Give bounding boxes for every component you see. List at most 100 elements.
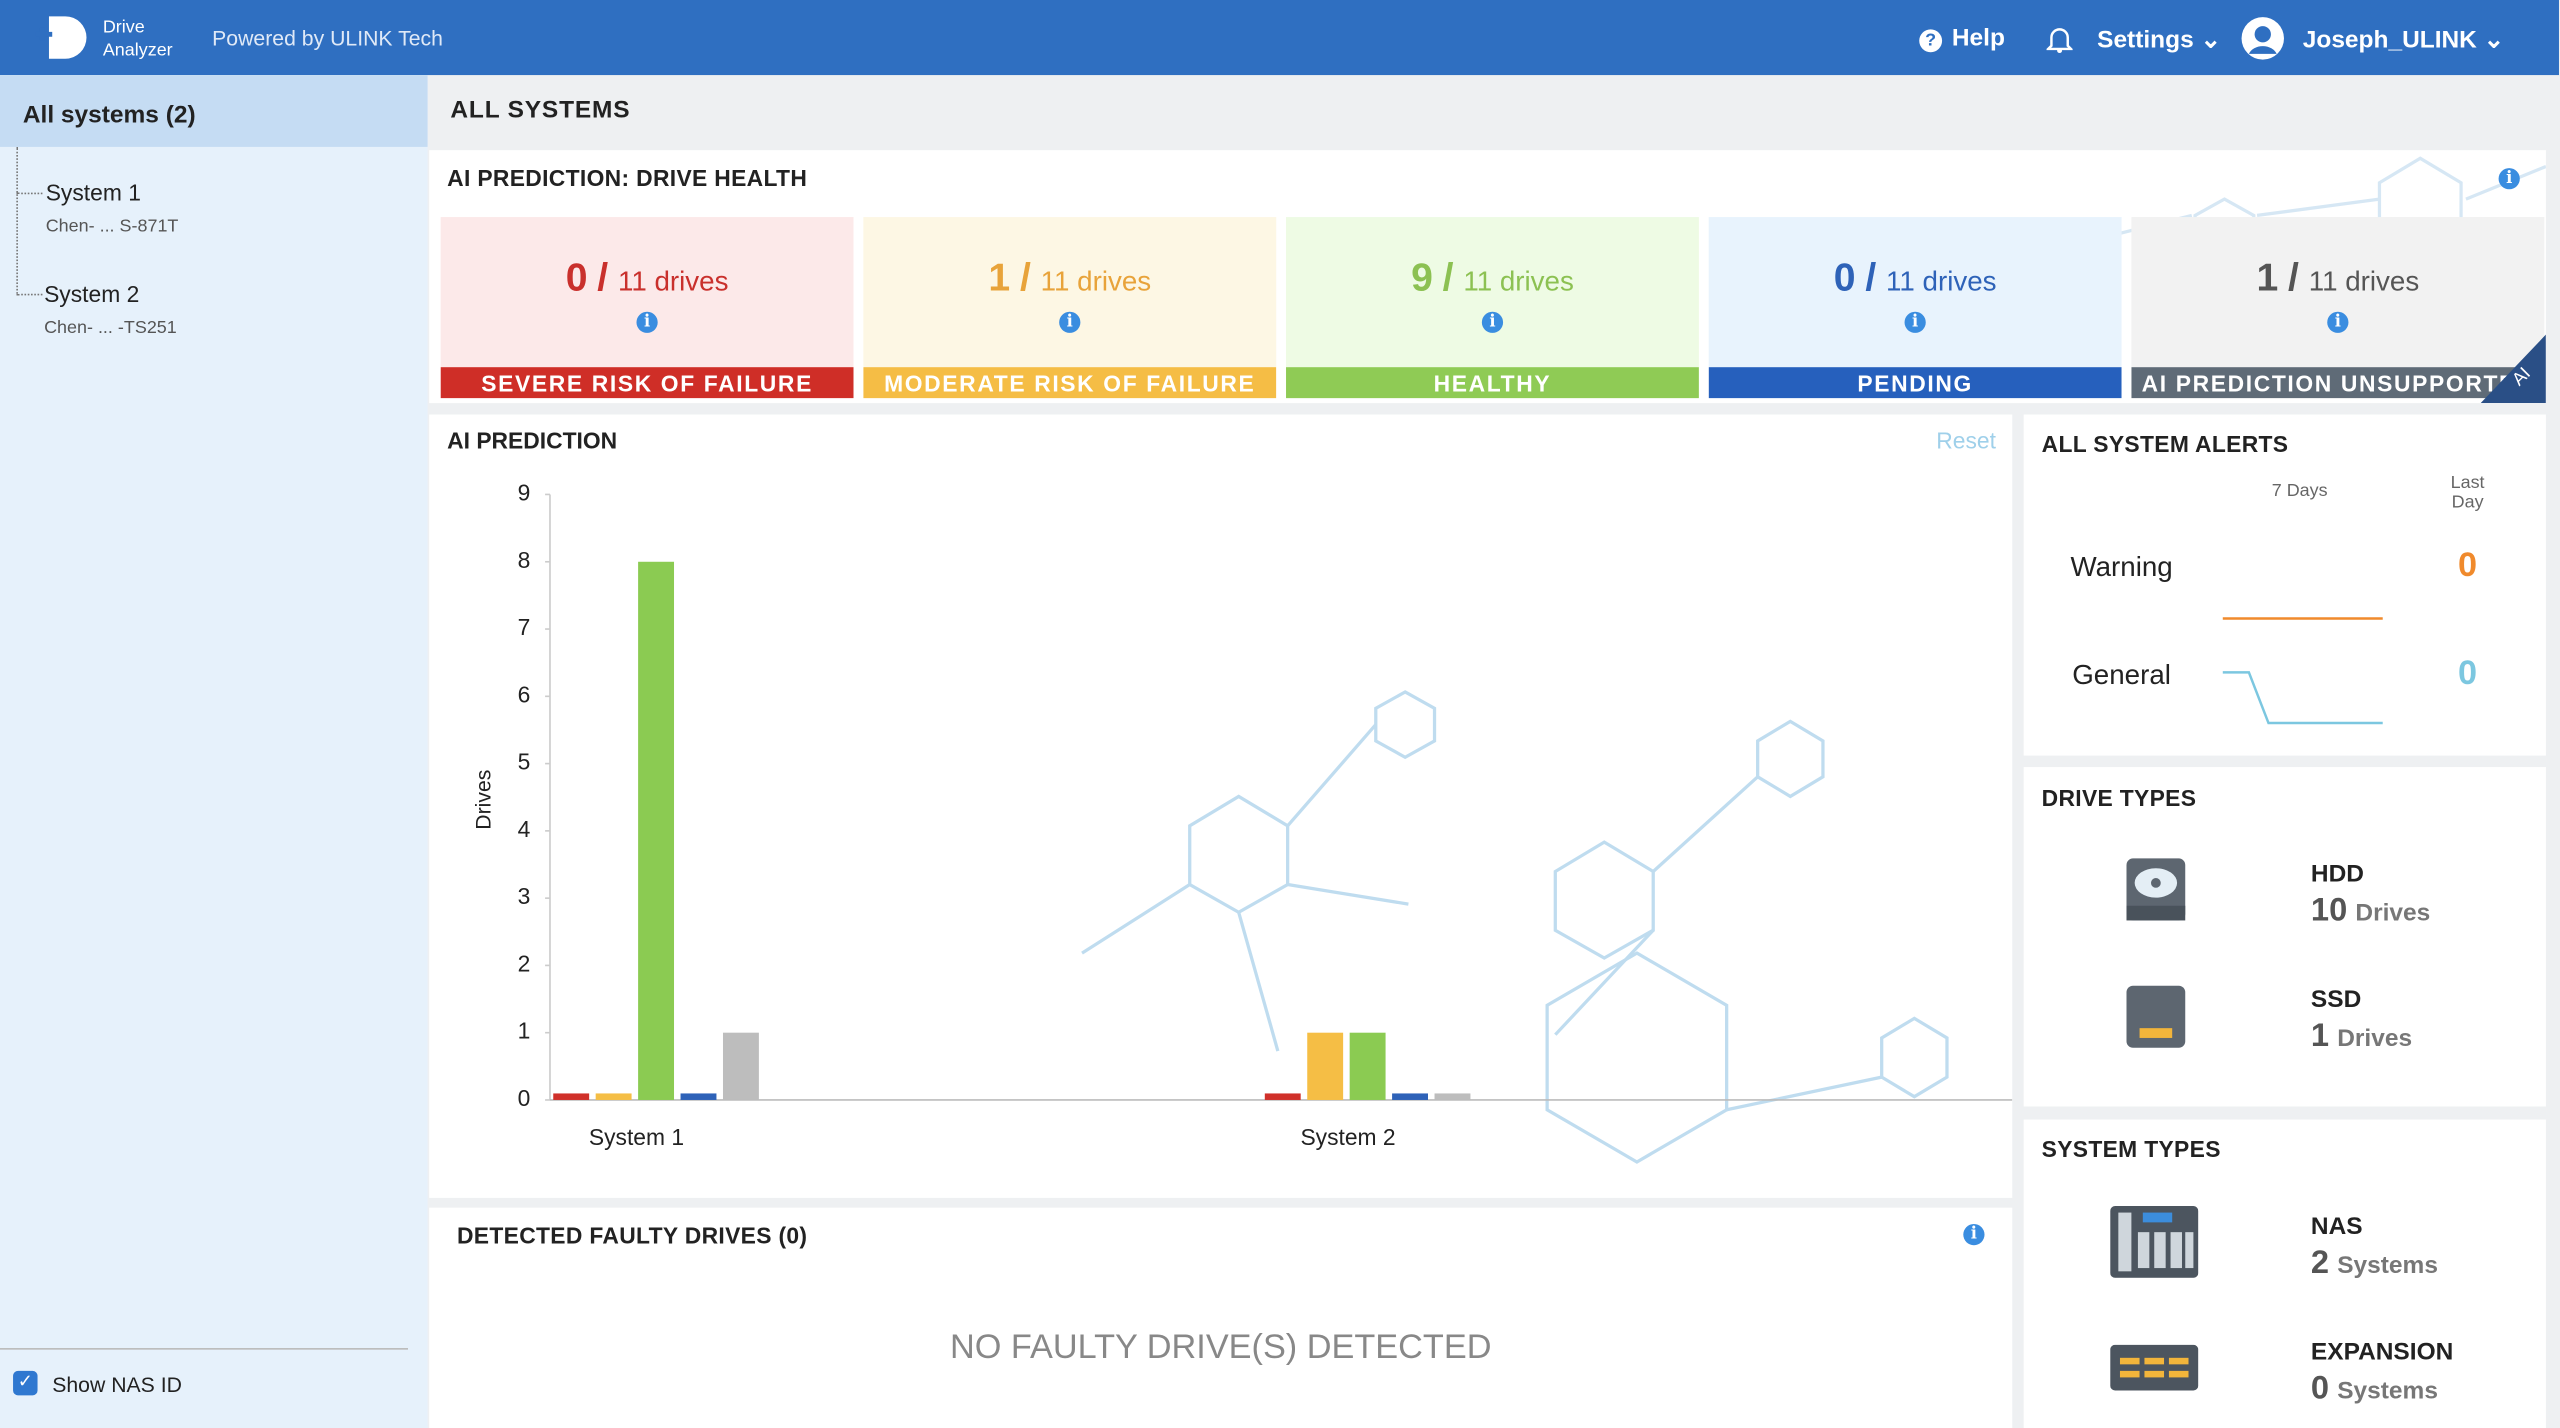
nas-icon xyxy=(2110,1206,2199,1278)
ai-badge: AI xyxy=(2480,334,2546,404)
risk-label: HEALTHY xyxy=(1286,367,1699,399)
type-name: NAS xyxy=(2310,1212,2363,1241)
info-icon[interactable]: i xyxy=(2327,311,2349,333)
unit: Systems xyxy=(2337,1251,2438,1280)
card-count: 9/ 11 drives xyxy=(1286,256,1699,302)
type-count: 1 Drives xyxy=(2311,1018,2412,1056)
card-count: 1/ 11 drives xyxy=(2131,256,2544,302)
root-label[interactable]: All systems (2) xyxy=(22,101,196,129)
panel-title: AI PREDICTION: DRIVE HEALTH xyxy=(447,164,808,191)
help-label[interactable]: Help xyxy=(1951,24,2005,53)
settings-label[interactable]: Settings xyxy=(2097,26,2194,54)
sidebar: All systems (2) System 1 Chen- ... S-871… xyxy=(0,75,428,1428)
bar xyxy=(553,1093,590,1100)
card-count: 0/11 drives xyxy=(441,256,854,302)
slash: / xyxy=(2288,256,2299,301)
risk-label: MODERATE RISK OF FAILURE xyxy=(863,367,1277,399)
ai-badge-shape xyxy=(2480,334,2546,404)
info-icon[interactable]: i xyxy=(2498,168,2520,190)
slash: / xyxy=(1865,256,1877,301)
count: 2 xyxy=(2310,1245,2330,1282)
system-name[interactable]: System 1 xyxy=(45,179,141,206)
tree-branch xyxy=(16,192,43,195)
logo xyxy=(35,16,87,59)
alert-label: Warning xyxy=(2070,551,2173,583)
risk-label: AI PREDICTION UNSUPPORTED xyxy=(2131,367,2545,399)
y-tick-label: 0 xyxy=(518,1085,531,1111)
total: 11 drives xyxy=(1463,266,1574,298)
slash: / xyxy=(1442,256,1454,301)
count: 0 xyxy=(565,256,588,301)
health-card[interactable]: 0/ 11 drives i PENDING xyxy=(1708,217,2122,399)
type-name: EXPANSION xyxy=(2310,1338,2454,1366)
health-card[interactable]: 0/11 drives i SEVERE RISK OF FAILURE xyxy=(440,217,854,399)
info-icon[interactable]: i xyxy=(636,311,658,333)
info-icon[interactable]: i xyxy=(1963,1224,1985,1246)
column-header: Last Day xyxy=(2435,473,2500,512)
x-tick-label: System 2 xyxy=(1300,1124,1395,1150)
slash: / xyxy=(1019,256,1031,301)
y-tick-label: 8 xyxy=(518,547,531,573)
user-name[interactable]: Joseph_ULINK xyxy=(2302,26,2477,54)
count: 10 xyxy=(2310,892,2348,929)
system-name[interactable]: System 2 xyxy=(44,280,140,307)
root-row[interactable] xyxy=(0,75,428,147)
help[interactable]: ? Help xyxy=(1919,24,2005,53)
y-axis-label: Drives xyxy=(472,770,495,830)
expansion-icon xyxy=(2110,1344,2199,1391)
drive-types-panel: DRIVE TYPES HDD 10 Drives SSD 1 Drives xyxy=(2023,767,2546,1107)
unit: Drives xyxy=(2337,1024,2413,1053)
bar xyxy=(1307,1032,1344,1100)
health-card[interactable]: 9/ 11 drives i HEALTHY xyxy=(1286,217,1699,399)
system-types-panel: SYSTEM TYPES NAS 2 Systems EXPANSION 0 System… xyxy=(2023,1119,2546,1428)
bar xyxy=(638,561,675,1100)
total: 11 drives xyxy=(2308,266,2420,298)
count: 1 xyxy=(988,256,1011,301)
type-count: 0 Systems xyxy=(2311,1371,2438,1409)
type-count: 2 Systems xyxy=(2311,1245,2438,1283)
total: 11 drives xyxy=(617,266,729,298)
card-count: 0/ 11 drives xyxy=(1709,256,2122,302)
y-tick-label: 4 xyxy=(518,816,531,842)
settings[interactable]: Settings ⌄ xyxy=(2097,26,2222,54)
bar xyxy=(1392,1093,1428,1100)
slash: / xyxy=(597,256,609,301)
reset-button[interactable]: Reset xyxy=(1936,427,1996,453)
alert-count: 0 xyxy=(2458,654,2478,692)
info-icon[interactable]: i xyxy=(1904,311,1926,333)
info-icon[interactable]: i xyxy=(1059,311,1081,333)
powered-by: Powered by ULINK Tech xyxy=(212,26,443,51)
type-name: SSD xyxy=(2310,985,2362,1014)
bell-icon[interactable] xyxy=(2046,24,2073,54)
ai-prediction-panel: AI PREDICTION Reset Drives 0 1 2 3 4 5 6 7 8 9 Sys… xyxy=(429,414,2013,1198)
checkbox[interactable]: ✓ xyxy=(13,1370,38,1396)
column-header-1: Last xyxy=(2450,473,2485,493)
alert-count: 0 xyxy=(2458,546,2478,585)
y-tick-label: 5 xyxy=(518,749,531,775)
user-menu[interactable]: Joseph_ULINK ⌄ xyxy=(2302,26,2505,54)
y-tick-label: 6 xyxy=(518,681,531,707)
y-tick-label: 1 xyxy=(518,1018,531,1044)
health-card[interactable]: 1/ 11 drives i MODERATE RISK OF FAILURE xyxy=(863,217,1277,399)
unit: Systems xyxy=(2337,1377,2438,1406)
count: 0 xyxy=(2310,1370,2330,1407)
health-card[interactable]: 1/ 11 drives i AI PREDICTION UNSUPPORTED xyxy=(2131,217,2545,399)
bar xyxy=(1349,1032,1386,1100)
type-count: 10 Drives xyxy=(2311,893,2430,931)
panel-title: ALL SYSTEM ALERTS xyxy=(2041,430,2289,457)
divider xyxy=(0,1348,408,1350)
risk-label: PENDING xyxy=(1708,367,2122,399)
column-header-2: Day xyxy=(2451,492,2484,513)
tree-line xyxy=(16,146,18,294)
total: 11 drives xyxy=(1886,266,1997,298)
info-icon[interactable]: i xyxy=(1481,311,1504,333)
panel-title: SYSTEM TYPES xyxy=(2041,1135,2221,1162)
panel-title: DRIVE TYPES xyxy=(2041,784,2197,812)
avatar[interactable] xyxy=(2241,16,2285,60)
count: 0 xyxy=(1833,256,1856,301)
checkbox-label[interactable]: Show NAS ID xyxy=(52,1372,182,1397)
bar xyxy=(1264,1093,1301,1100)
bar xyxy=(1434,1093,1471,1100)
chart-title: AI PREDICTION xyxy=(447,427,617,453)
